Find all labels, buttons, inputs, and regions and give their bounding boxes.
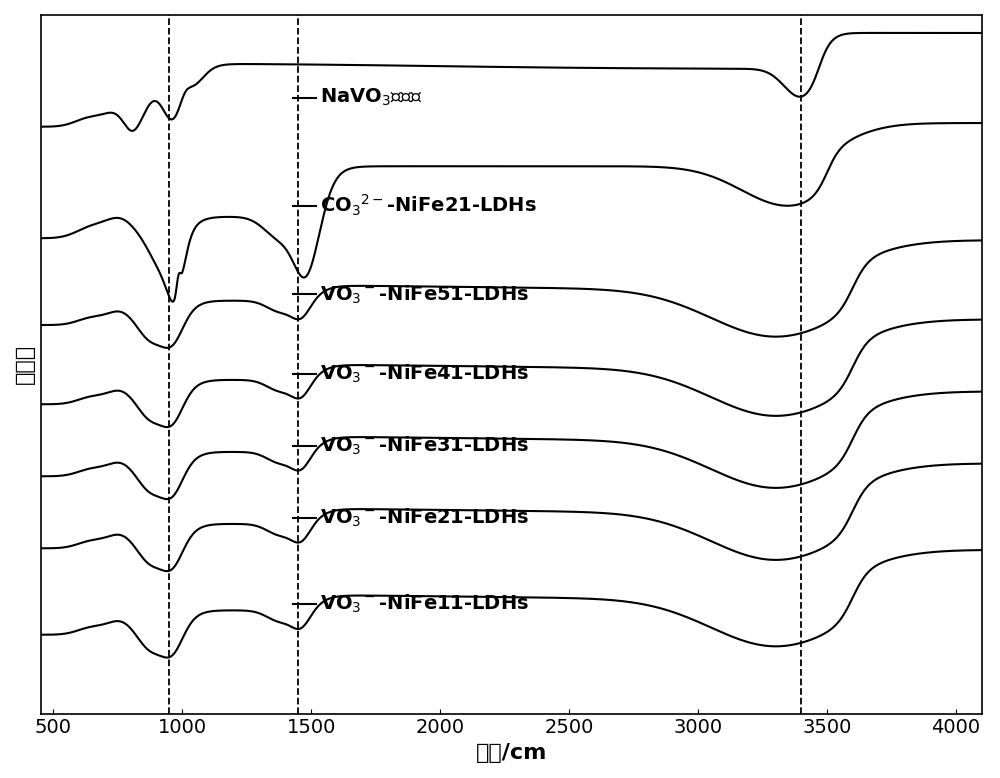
Text: VO$_3$$^-$-NiFe41-LDHs: VO$_3$$^-$-NiFe41-LDHs — [320, 363, 529, 385]
Text: NaVO$_3$标准样: NaVO$_3$标准样 — [320, 87, 422, 108]
Text: VO$_3$$^-$-NiFe21-LDHs: VO$_3$$^-$-NiFe21-LDHs — [320, 506, 529, 529]
Text: VO$_3$$^-$-NiFe11-LDHs: VO$_3$$^-$-NiFe11-LDHs — [320, 593, 529, 615]
X-axis label: 波数/cm: 波数/cm — [475, 743, 547, 763]
Text: CO$_3$$^{2-}$-NiFe21-LDHs: CO$_3$$^{2-}$-NiFe21-LDHs — [320, 193, 537, 219]
Text: VO$_3$$^-$-NiFe31-LDHs: VO$_3$$^-$-NiFe31-LDHs — [320, 435, 529, 457]
Text: VO$_3$$^-$-NiFe51-LDHs: VO$_3$$^-$-NiFe51-LDHs — [320, 283, 529, 306]
Y-axis label: 透射率: 透射率 — [15, 344, 35, 384]
